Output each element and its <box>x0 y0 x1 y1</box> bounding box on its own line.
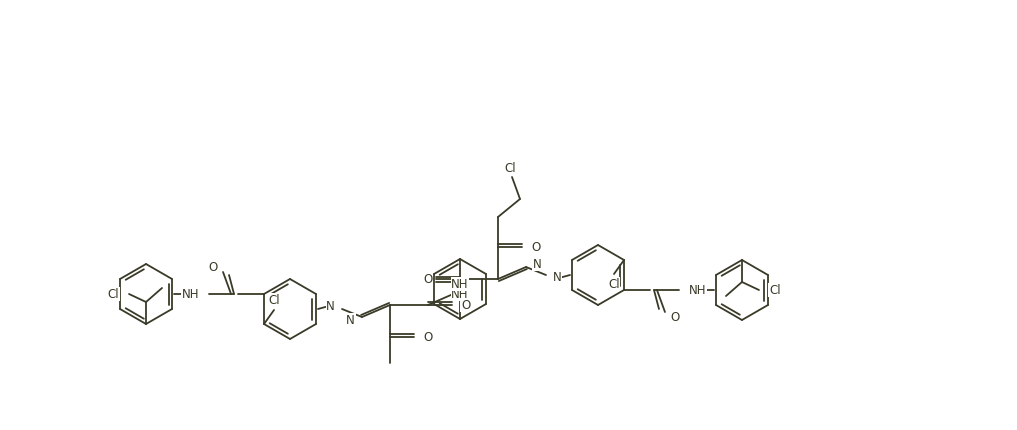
Text: O: O <box>423 273 432 286</box>
Text: Cl: Cl <box>608 278 619 291</box>
Text: N: N <box>346 314 355 327</box>
Text: O: O <box>531 241 540 254</box>
Text: Cl: Cl <box>108 288 119 301</box>
Text: N: N <box>553 271 561 284</box>
Text: O: O <box>670 311 679 324</box>
Text: Cl: Cl <box>769 284 781 297</box>
Text: NH: NH <box>181 288 199 301</box>
Text: N: N <box>533 258 542 271</box>
Text: NH: NH <box>452 278 469 291</box>
Text: O: O <box>461 299 470 312</box>
Text: NH: NH <box>689 284 707 297</box>
Text: Cl: Cl <box>504 161 516 174</box>
Text: NH: NH <box>452 288 469 301</box>
Text: O: O <box>423 331 432 344</box>
Text: O: O <box>208 261 218 274</box>
Text: N: N <box>326 300 335 313</box>
Text: Cl: Cl <box>268 294 280 307</box>
